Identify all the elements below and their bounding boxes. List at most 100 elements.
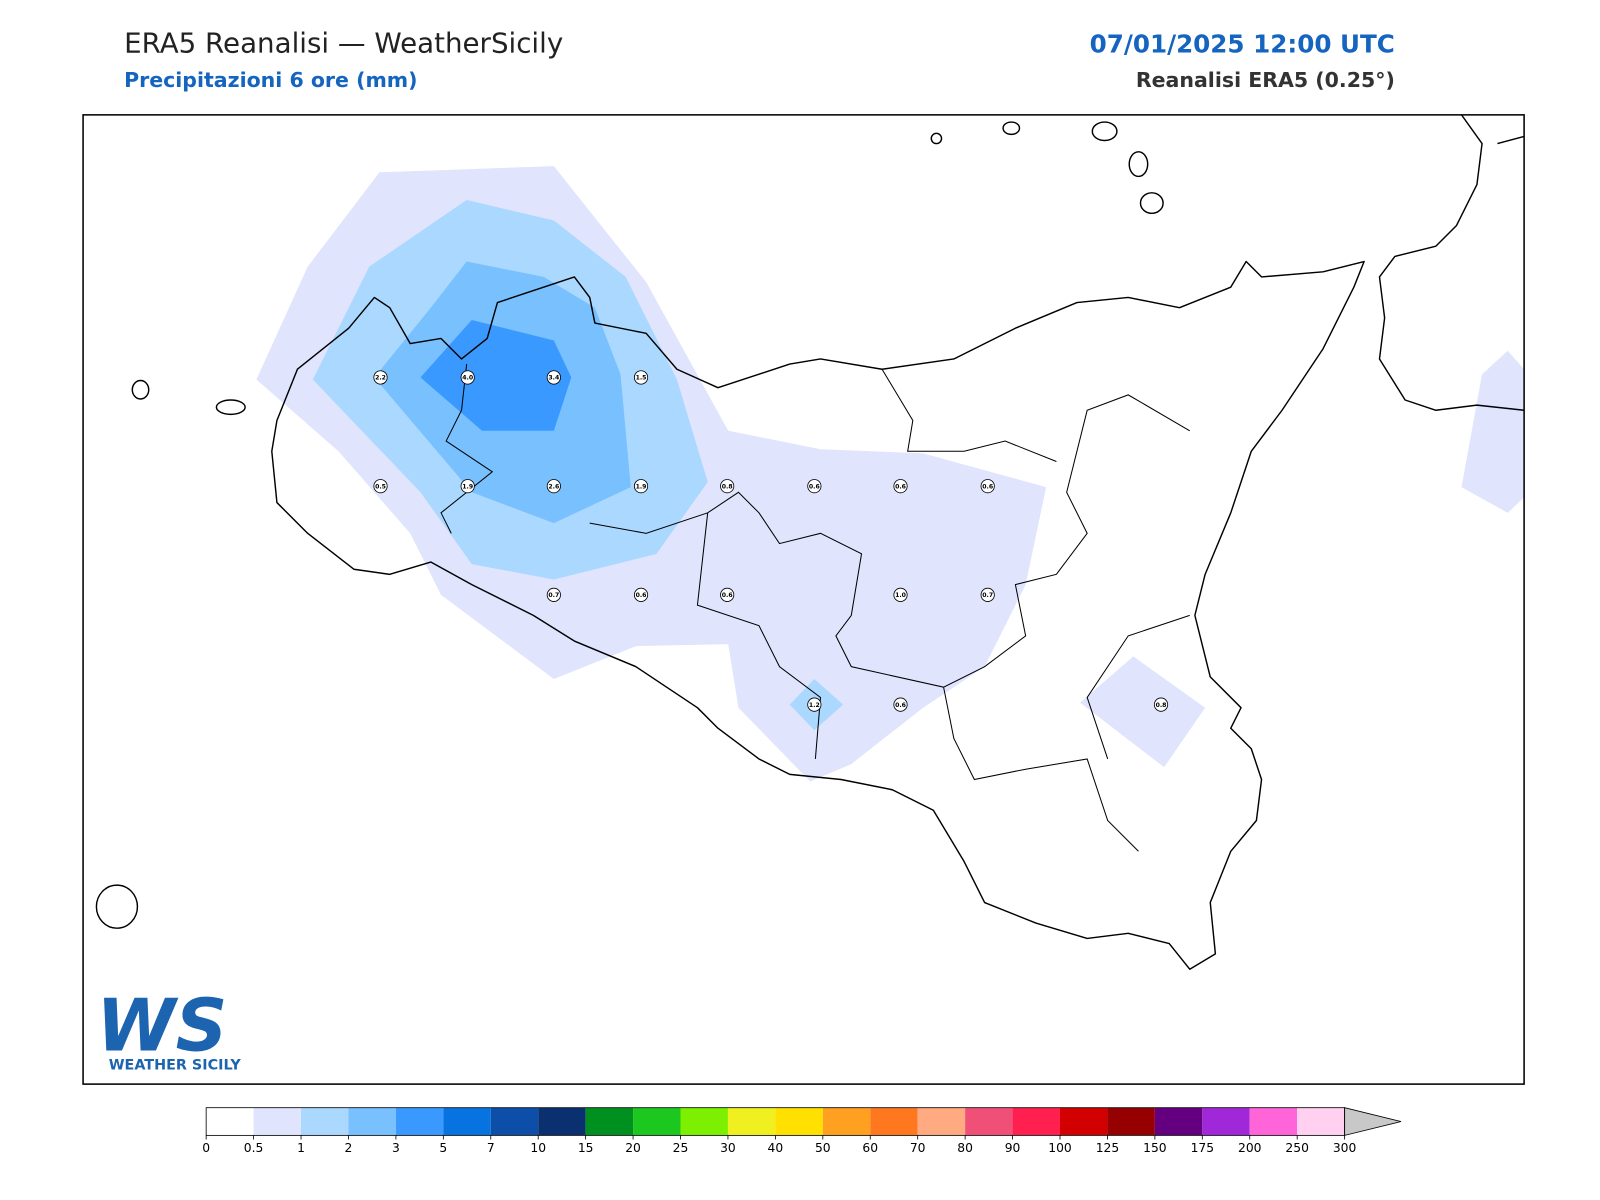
colorbar-tick-label: 50	[815, 1141, 831, 1155]
station-marker	[633, 479, 649, 494]
island	[1139, 192, 1164, 215]
island	[131, 379, 150, 400]
colorbar-swatch	[253, 1107, 302, 1136]
station-marker	[893, 587, 908, 602]
station-value: 1.9	[636, 483, 647, 490]
colorbar-tick-label: 80	[957, 1141, 973, 1155]
colorbar-tick-label: 25	[673, 1141, 689, 1155]
colorbar-tick-label: 30	[720, 1141, 736, 1155]
islands	[95, 121, 1164, 929]
sicily-coastline	[271, 260, 1365, 970]
map-frame	[82, 114, 1525, 1085]
precip-area	[1080, 656, 1206, 768]
island	[1128, 151, 1149, 178]
station-value: 0.8	[722, 483, 733, 490]
colorbar-tick-label: 250	[1285, 1141, 1308, 1155]
colorbar-tick-label: 1	[297, 1141, 305, 1155]
station-value: 2.6	[548, 483, 559, 490]
datetime: 07/01/2025 12:00 UTC	[1090, 29, 1395, 58]
station-marker	[893, 479, 908, 494]
colorbar-swatch	[1060, 1107, 1108, 1136]
island	[930, 132, 943, 145]
province-borders	[440, 364, 1191, 852]
colorbar-swatch	[633, 1107, 681, 1136]
station-value: 1.5	[636, 375, 647, 382]
station-value: 0.7	[982, 592, 993, 599]
station-marker	[373, 479, 388, 494]
colorbar-tick-label: 90	[1005, 1141, 1021, 1155]
map-area: 2.2 4.0 3.4 1.5 0.5 1.9 2.6 1.9 0.8 0.6 0.6 0.6 0.7 0…	[82, 114, 1525, 1085]
station-value: 0.8	[1156, 702, 1167, 709]
colorbar-swatch	[301, 1107, 349, 1136]
precip-area	[1461, 350, 1525, 513]
logo-text: WEATHER SICILY	[109, 1058, 242, 1074]
station-value: 3.4	[548, 375, 559, 382]
island	[1091, 121, 1118, 142]
colorbar-swatch	[680, 1107, 728, 1136]
station-marker	[546, 479, 561, 494]
station-marker	[893, 697, 908, 712]
station-value: 1.2	[809, 702, 820, 709]
station-marker	[1153, 697, 1169, 712]
colorbar-tick-label: 125	[1096, 1141, 1119, 1155]
colorbar-tick-label: 10	[530, 1141, 546, 1155]
colorbar-tick-label: 200	[1238, 1141, 1261, 1155]
colorbar-tick-label: 20	[625, 1141, 641, 1155]
station-marker	[807, 697, 822, 712]
island	[95, 884, 139, 929]
island	[1002, 121, 1021, 136]
colorbar-swatch	[775, 1107, 823, 1136]
colorbar-tick-label: 5	[439, 1141, 447, 1155]
precip-area	[420, 320, 572, 431]
station-marker	[460, 479, 475, 494]
colorbar-tick-label: 0	[202, 1141, 210, 1155]
colorbar-swatch	[348, 1107, 396, 1136]
colorbar-swatch	[1297, 1107, 1345, 1136]
title: ERA5 Reanalisi — WeatherSicily	[124, 26, 563, 59]
stations: 2.2 4.0 3.4 1.5 0.5 1.9 2.6 1.9 0.8 0.6 0.6 0.6 0.7 0…	[373, 370, 1169, 712]
station-value: 0.6	[982, 483, 993, 490]
colorbar-swatch	[206, 1107, 254, 1136]
station-marker	[546, 587, 561, 602]
colorbar-swatch	[538, 1107, 586, 1136]
colorbar-tick-label: 3	[392, 1141, 400, 1155]
colorbar-swatch	[917, 1107, 966, 1136]
colorbar-tick-label: 175	[1191, 1141, 1214, 1155]
station-value: 1.0	[895, 592, 906, 599]
subtitle: Precipitazioni 6 ore (mm)	[124, 68, 417, 92]
colorbar-swatch	[490, 1107, 539, 1136]
colorbar-swatch	[822, 1107, 871, 1136]
station-value: 0.6	[895, 702, 906, 709]
colorbar-swatch	[870, 1107, 918, 1136]
colorbar-swatch	[443, 1107, 491, 1136]
station-value: 0.5	[375, 483, 386, 490]
station-marker	[546, 370, 561, 385]
colorbar-swatch	[1202, 1107, 1250, 1136]
colorbar-swatch	[585, 1107, 634, 1136]
station-value: 1.9	[462, 483, 473, 490]
station-value: 4.0	[462, 375, 473, 382]
station-marker	[633, 587, 649, 602]
colorbar-tick-label: 150	[1143, 1141, 1166, 1155]
station-value: 0.7	[548, 592, 559, 599]
colorbar-tick-label: 100	[1048, 1141, 1071, 1155]
station-value: 2.2	[375, 375, 386, 382]
island	[215, 399, 246, 416]
station-value: 0.6	[636, 592, 647, 599]
colorbar-swatch	[395, 1107, 444, 1136]
colorbar-tick-label: 300	[1333, 1141, 1356, 1155]
colorbar-swatch	[1154, 1107, 1203, 1136]
colorbar-tick-label: 40	[768, 1141, 784, 1155]
colorbar-swatch	[1012, 1107, 1060, 1136]
calabria-coastline	[1378, 114, 1525, 411]
colorbar-swatch	[727, 1107, 776, 1136]
station-marker	[633, 370, 649, 385]
station-value: 0.6	[722, 592, 733, 599]
station-marker	[720, 587, 735, 602]
colorbar-tick-label: 15	[578, 1141, 594, 1155]
station-marker	[460, 370, 475, 385]
colorbar-tick-label: 2	[345, 1141, 353, 1155]
colorbar-tick-label: 7	[487, 1141, 495, 1155]
